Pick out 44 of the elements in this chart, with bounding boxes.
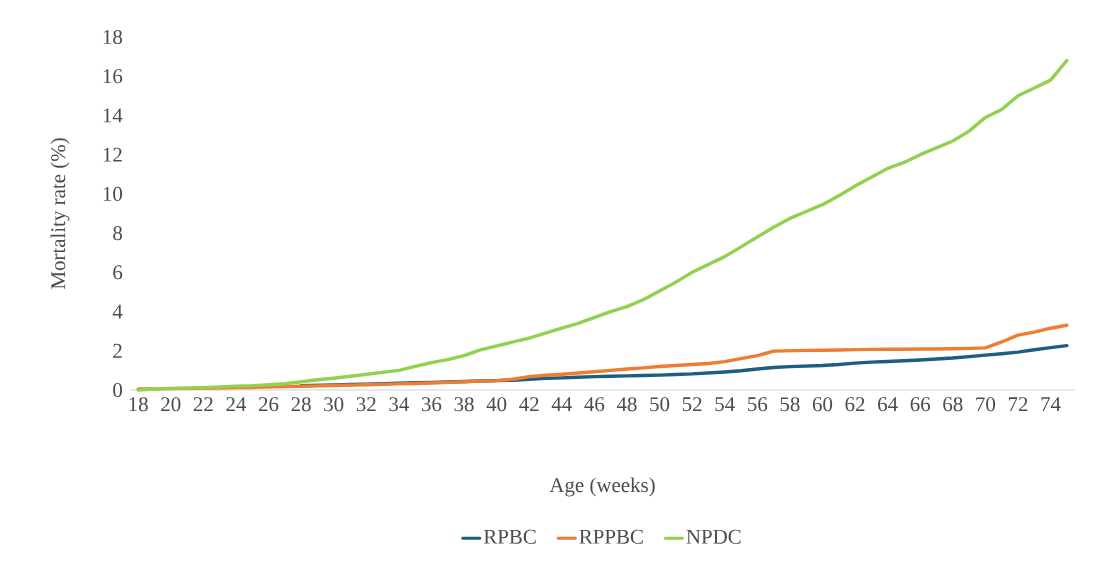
x-tick-label: 70 xyxy=(976,397,996,412)
x-tick-label: 64 xyxy=(878,397,898,412)
x-tick-label: 68 xyxy=(943,397,963,412)
x-tick-label: 24 xyxy=(226,397,247,412)
x-tick-label: 62 xyxy=(845,397,865,412)
x-tick-label: 32 xyxy=(356,397,376,412)
legend-label: NPDC xyxy=(686,529,741,544)
legend-label: RPBC xyxy=(483,529,536,544)
x-tick-label: 40 xyxy=(486,397,507,412)
x-tick-label: 42 xyxy=(519,397,539,412)
x-tick-label: 52 xyxy=(682,397,702,412)
x-tick-label: 60 xyxy=(812,397,833,412)
x-tick-label: 22 xyxy=(193,397,213,412)
x-tick-label: 44 xyxy=(551,397,572,411)
x-tick-label: 54 xyxy=(715,397,735,412)
y-tick-label: 6 xyxy=(113,265,123,280)
y-tick-label: 8 xyxy=(113,226,123,241)
y-tick-label: 0 xyxy=(113,382,123,398)
x-tick-label: 20 xyxy=(161,397,181,412)
y-tick-label: 12 xyxy=(103,147,122,162)
y-tick-label: 14 xyxy=(103,108,123,123)
x-tick-label: 38 xyxy=(454,397,474,412)
y-tick-label: 16 xyxy=(103,69,123,84)
x-tick-label: 28 xyxy=(291,397,311,412)
x-tick-label: 30 xyxy=(324,397,344,412)
x-tick-label: 18 xyxy=(129,397,148,412)
y-tick-label: 2 xyxy=(113,343,122,358)
x-tick-label: 58 xyxy=(780,397,800,412)
x-tick-label: 66 xyxy=(910,397,931,412)
y-tick-label: 18 xyxy=(103,29,123,45)
x-tick-label: 56 xyxy=(748,397,768,412)
x-tick-label: 36 xyxy=(421,397,442,412)
x-tick-label: 72 xyxy=(1008,397,1028,412)
x-tick-label: 48 xyxy=(616,397,637,412)
x-tick-label: 46 xyxy=(584,397,605,412)
x-tick-label: 74 xyxy=(1041,397,1061,411)
y-axis-title: Mortality rate (%) xyxy=(50,138,70,289)
x-tick-label: 50 xyxy=(650,397,670,412)
x-tick-label: 34 xyxy=(389,397,409,412)
y-tick-label: 10 xyxy=(103,186,123,201)
x-tick-label: 26 xyxy=(258,397,279,412)
x-axis-title: Age (weeks) xyxy=(549,477,655,497)
y-tick-label: 4 xyxy=(112,304,123,319)
legend-label: RPPBC xyxy=(579,529,643,544)
